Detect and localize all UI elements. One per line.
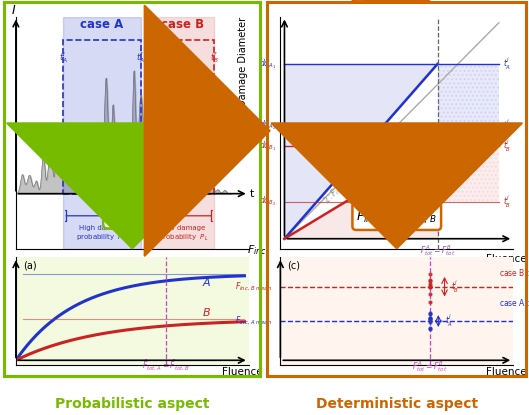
Text: (a): (a) [23,261,37,271]
Text: $dd_{B_1}$: $dd_{B_1}$ [259,139,276,153]
Text: $2: F_{inc}$: $2: F_{inc}$ [321,181,347,207]
Text: $t_A^j$: $t_A^j$ [444,313,453,329]
Text: (c): (c) [287,261,300,271]
Text: $F_{tot}^A = F_{tot}^B$: $F_{tot}^A = F_{tot}^B$ [412,359,448,374]
X-axis label: Fluence: Fluence [487,254,527,264]
Text: $dd_{A_1}$: $dd_{A_1}$ [259,57,276,71]
X-axis label: Fluence: Fluence [487,367,527,377]
Text: $dd_{A_2}$: $dd_{A_2}$ [259,119,276,132]
Text: $t_B^j$: $t_B^j$ [503,194,511,210]
Text: $t_B^j$: $t_B^j$ [451,278,459,295]
Text: $\bar{F}_{tot,A} = \bar{F}_{tot,B}$: $\bar{F}_{tot,A} = \bar{F}_{tot,B}$ [142,358,189,372]
Text: $t_A^i$: $t_A^i$ [59,51,68,66]
Text: $\rho_B > \rho_A$: $\rho_B > \rho_A$ [107,208,157,224]
Text: $F_{inc,\,B\,mean}$: $F_{inc,\,B\,mean}$ [235,281,272,293]
Text: B: B [203,308,211,318]
Text: $t_B^j$: $t_B^j$ [503,138,511,154]
Text: $F_{inc,\,A\,mean}$: $F_{inc,\,A\,mean}$ [235,315,272,327]
Text: Probabilistic aspect: Probabilistic aspect [55,397,209,411]
Text: $F_{tot}^A = F_{tot}^B$: $F_{tot}^A = F_{tot}^B$ [420,243,455,258]
Bar [152,40,214,194]
Text: (b): (b) [287,260,301,270]
Text: I: I [12,4,15,17]
Text: $1: F_{inc}$: $1: F_{inc}$ [375,150,402,174]
Text: A: A [203,278,211,288]
Text: $t_B^f$: $t_B^f$ [209,51,218,66]
Text: case A : $F_{inc}$: case A : $F_{inc}$ [498,298,529,310]
Text: $t_A^f$: $t_A^f$ [136,51,145,66]
Text: case B: case B [161,18,205,31]
Bar [63,17,141,249]
Text: $t_A^j$: $t_A^j$ [503,56,511,72]
Text: High damage
probability  $P_H$: High damage probability $P_H$ [76,225,128,243]
Text: Deterministic aspect: Deterministic aspect [316,397,478,411]
Bar [152,17,214,249]
Text: $\tilde{F}_{inc,\,A} < \tilde{F}_{inc,\,B}$: $\tilde{F}_{inc,\,A} < \tilde{F}_{inc,\,… [356,206,437,226]
Text: Low damage
probability  $P_L$: Low damage probability $P_L$ [158,225,208,243]
Y-axis label: $F_{inc}$: $F_{inc}$ [247,244,267,257]
Text: case B : $F_{inc}$: case B : $F_{inc}$ [498,267,529,280]
Text: case A: case A [80,18,124,31]
Text: t: t [250,189,254,199]
Bar [63,40,141,194]
X-axis label: Fluence: Fluence [222,367,262,377]
Y-axis label: Damage Diameter: Damage Diameter [238,17,248,107]
Text: $t_A^j$: $t_A^j$ [503,117,511,134]
Text: $t_B^i$: $t_B^i$ [147,51,156,66]
Text: $dd_{B_2}$: $dd_{B_2}$ [259,195,276,208]
